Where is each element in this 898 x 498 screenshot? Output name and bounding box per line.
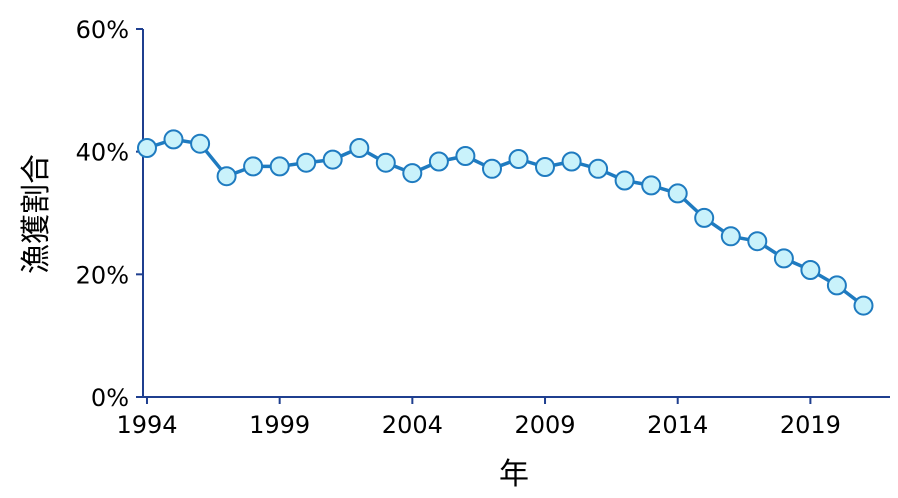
y-tick-label: 20% — [76, 261, 129, 289]
data-point — [641, 175, 662, 196]
data-point — [826, 275, 847, 296]
data-point — [137, 138, 157, 158]
data-point — [296, 152, 317, 173]
y-tick-label: 40% — [76, 139, 129, 167]
data-point — [694, 207, 715, 228]
data-point — [322, 149, 343, 170]
x-tick-label: 2004 — [382, 411, 443, 439]
data-point — [535, 157, 555, 177]
data-point — [402, 163, 423, 184]
series-layer — [137, 129, 874, 316]
x-tick-label: 2009 — [514, 411, 575, 439]
data-point — [614, 170, 635, 191]
data-point — [375, 152, 396, 173]
data-point — [455, 146, 476, 166]
axes: 0% 20% 40% 60% 1994 1999 2004 2009 2014 2019 — [76, 16, 890, 439]
x-tick-label: 1994 — [116, 411, 177, 439]
x-axis-title: 年 — [499, 457, 529, 492]
x-tick-label: 2014 — [647, 411, 708, 439]
data-point — [216, 166, 237, 187]
data-point — [800, 260, 821, 280]
data-point — [667, 183, 688, 204]
data-point — [561, 151, 582, 172]
data-point — [853, 295, 874, 316]
data-point — [588, 158, 609, 179]
data-point — [720, 226, 741, 247]
data-point — [747, 231, 768, 252]
x-tick-label: 1999 — [249, 411, 310, 439]
data-point — [349, 138, 370, 158]
data-point — [428, 151, 449, 172]
data-point — [243, 156, 264, 177]
data-point — [190, 133, 211, 154]
y-axis-title: 漁獲割合 — [19, 154, 54, 274]
x-tick-label: 2019 — [780, 411, 841, 439]
y-tick-label: 0% — [91, 384, 129, 412]
data-point — [269, 156, 290, 177]
data-point — [508, 149, 529, 169]
y-tick-label: 60% — [76, 16, 129, 44]
series-line — [146, 137, 865, 307]
data-point — [163, 129, 184, 150]
labels-layer: 年 漁獲割合 — [19, 154, 529, 492]
data-point — [773, 248, 794, 269]
data-point — [482, 158, 502, 179]
